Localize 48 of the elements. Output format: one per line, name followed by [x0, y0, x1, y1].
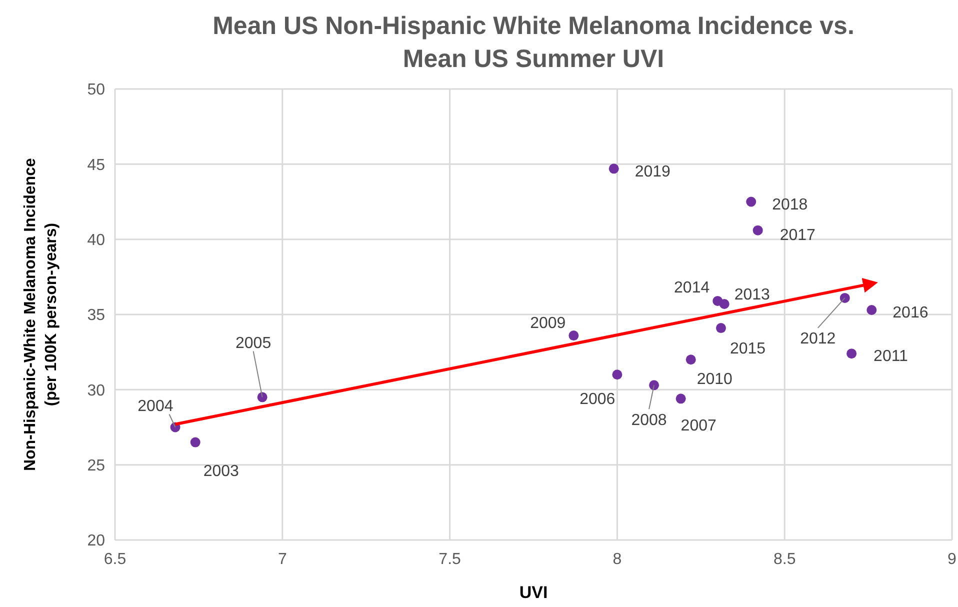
- y-tick-label: 25: [87, 457, 106, 474]
- point: [712, 296, 723, 306]
- point: [568, 330, 579, 341]
- annotation: 2013: [734, 286, 770, 304]
- y-tick-label: 40: [87, 232, 106, 249]
- chart-title: Mean US Non-Hispanic White Melanoma Incidence vs. Mean US Summer UVI: [212, 12, 854, 73]
- y-axis-title: Non-Hispanic-White Melanoma Incidence (per 100K person-years): [22, 158, 60, 471]
- annotation: 2011: [874, 348, 908, 366]
- x-tick-label: 7: [278, 551, 287, 568]
- annotation: 2015: [730, 340, 766, 358]
- point: [649, 380, 660, 390]
- annotation: 2004: [138, 398, 174, 415]
- point: [840, 292, 850, 303]
- annotation: 2019: [634, 163, 671, 180]
- annotation: 2003: [203, 462, 240, 480]
- annotation: 2010: [696, 371, 733, 388]
- point: [257, 392, 268, 402]
- point: [752, 225, 763, 236]
- annotation: 2005: [236, 334, 272, 352]
- annotation: 2009: [530, 315, 566, 332]
- annotation: 2012: [800, 330, 836, 348]
- annotation: 2008: [631, 412, 667, 429]
- point: [612, 370, 622, 380]
- annotation: 2014: [674, 280, 710, 297]
- y-tick-label: 30: [87, 382, 106, 400]
- point: [686, 354, 696, 365]
- y-tick-label: 50: [87, 82, 106, 99]
- annotation: 2006: [580, 391, 616, 408]
- x-tick-label: 8: [612, 551, 622, 568]
- y-tick-label: 20: [87, 532, 106, 550]
- point: [608, 164, 619, 174]
- annotation: 2018: [772, 196, 808, 214]
- point: [676, 394, 686, 404]
- x-tick-label: 7.5: [438, 551, 462, 568]
- point: [866, 304, 877, 315]
- annotation: 2016: [892, 304, 928, 322]
- x-tick-label: 8.5: [773, 551, 796, 568]
- x-tick-label: 9: [948, 551, 957, 568]
- point: [716, 323, 726, 334]
- annotation: 2007: [680, 417, 717, 434]
- x-tick-label: 6.5: [104, 551, 126, 568]
- point: [190, 437, 200, 448]
- x-axis-title: UVI: [519, 583, 548, 602]
- point: [846, 348, 857, 359]
- annotation: 2017: [780, 226, 816, 244]
- point: [746, 196, 756, 207]
- y-tick-label: 45: [87, 156, 106, 174]
- y-tick-label: 35: [87, 307, 106, 324]
